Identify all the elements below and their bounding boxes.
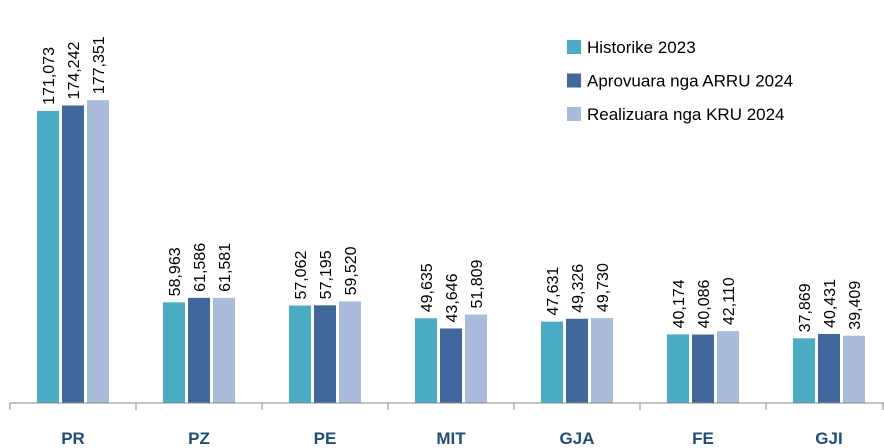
bar [440, 328, 462, 403]
bar [289, 305, 311, 403]
bar [566, 318, 588, 403]
data-label: 37,869 [797, 283, 814, 332]
bar [818, 333, 840, 403]
bar [667, 334, 689, 403]
data-label: 49,326 [570, 264, 587, 313]
data-label: 61,586 [192, 243, 209, 292]
legend-swatch [567, 73, 581, 88]
legend-swatch [567, 40, 581, 54]
data-label: 42,110 [721, 277, 738, 325]
data-label: 61,581 [217, 243, 234, 292]
bar [163, 302, 185, 403]
data-label: 47,631 [545, 267, 562, 316]
bar [314, 305, 336, 403]
bar [213, 297, 235, 403]
legend-label: Historike 2023 [587, 38, 696, 57]
x-tick-label: GJI [815, 429, 842, 448]
legend-label: Aprovuara nga ARRU 2024 [587, 72, 793, 91]
data-label: 58,963 [167, 247, 184, 296]
x-tick-label: PE [314, 429, 337, 448]
bar [465, 314, 487, 403]
data-label: 57,195 [318, 250, 335, 299]
data-label: 174,242 [66, 42, 83, 100]
bar [339, 301, 361, 403]
bar [188, 297, 210, 403]
data-label: 40,431 [822, 279, 839, 328]
data-label: 49,635 [419, 263, 436, 312]
bar [692, 334, 714, 403]
bar [541, 321, 563, 403]
data-label: 49,730 [595, 263, 612, 312]
bar [591, 318, 613, 403]
x-tick-label: GJA [560, 429, 595, 448]
legend-swatch [567, 107, 581, 121]
bar [843, 335, 865, 403]
bar [717, 331, 739, 403]
data-label: 43,646 [444, 273, 461, 322]
bar [415, 318, 437, 403]
data-label: 40,086 [696, 280, 713, 329]
data-label: 39,409 [847, 281, 864, 330]
x-tick-label: FE [692, 429, 714, 448]
x-tick-label: MIT [436, 429, 466, 448]
data-label: 177,351 [91, 36, 108, 94]
bar [62, 105, 84, 404]
data-label: 57,062 [293, 251, 310, 300]
data-label: 171,073 [41, 47, 58, 105]
data-label: 59,520 [343, 246, 360, 295]
bar [37, 110, 59, 404]
bar [87, 100, 109, 403]
x-tick-label: PZ [188, 429, 210, 448]
data-label: 51,809 [469, 259, 486, 308]
x-tick-label: PR [61, 429, 85, 448]
bar [793, 338, 815, 403]
data-label: 40,174 [671, 279, 688, 328]
legend-label: Realizuara nga KRU 2024 [587, 105, 785, 124]
